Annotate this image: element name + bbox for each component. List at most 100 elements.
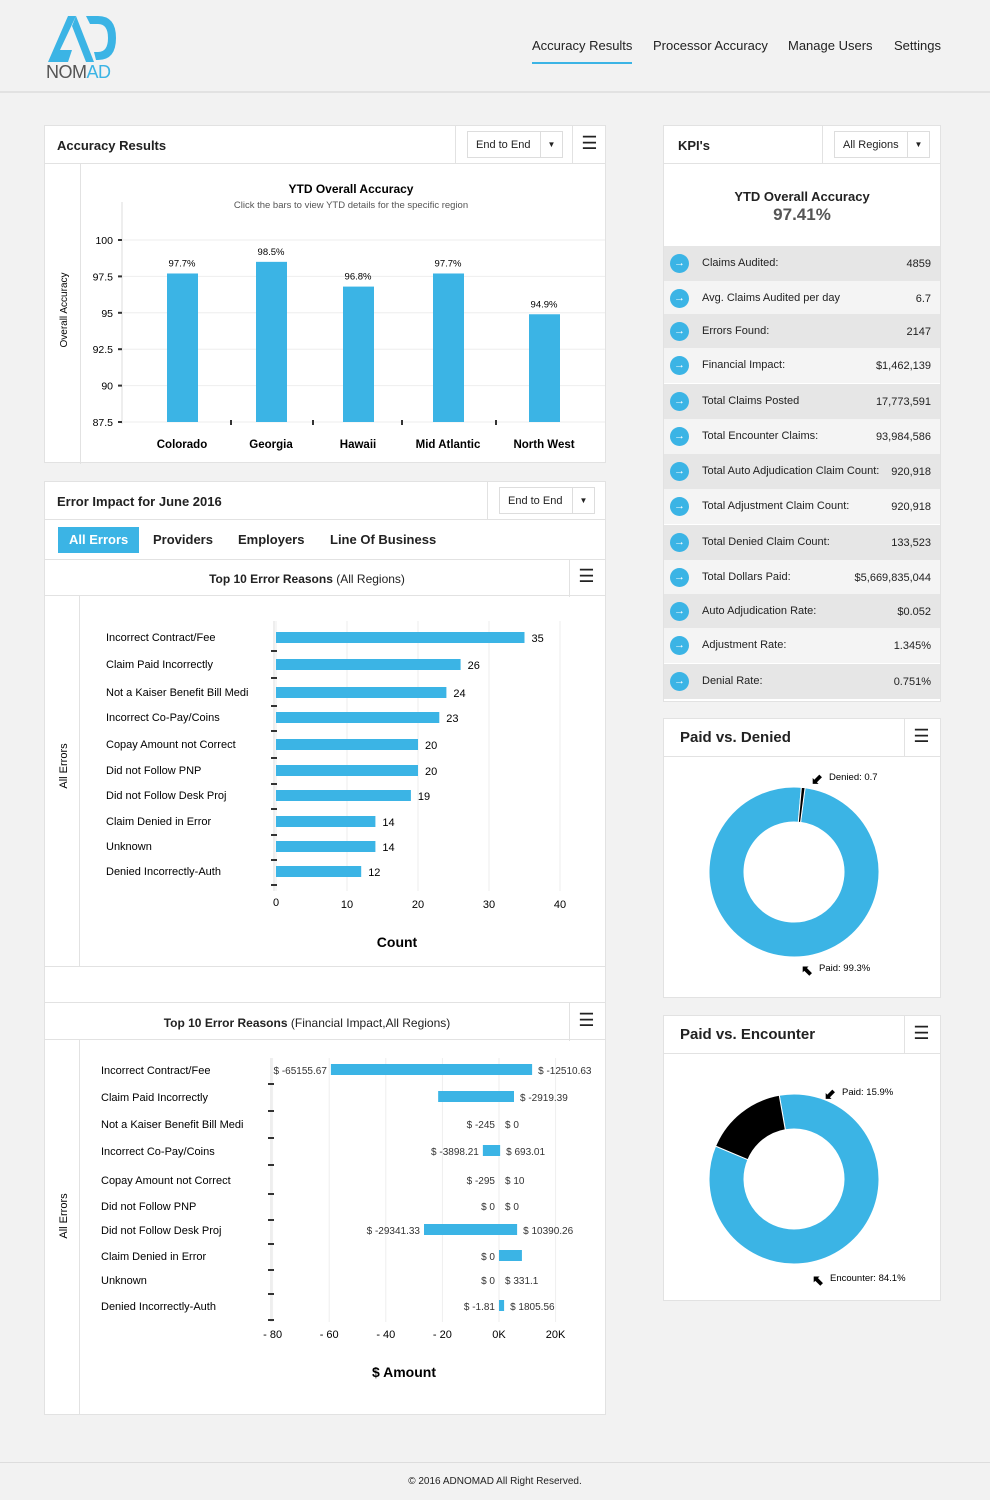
bar[interactable]	[529, 314, 560, 422]
kpi-headline-value: 97.41%	[773, 205, 831, 224]
slice-paid[interactable]	[708, 786, 880, 958]
tab-providers[interactable]: Providers	[153, 532, 213, 547]
nav-accuracy-results[interactable]: Accuracy Results	[532, 38, 633, 64]
high-label: $ -2919.39	[520, 1093, 568, 1104]
bar[interactable]	[276, 866, 362, 877]
scope-select[interactable]: End to End ▼	[499, 487, 595, 514]
bar[interactable]	[256, 261, 287, 422]
panel-header: KPI's All Regions ▼	[664, 126, 940, 164]
kpi-row[interactable]: → Avg. Claims Audited per day 6.7	[664, 281, 940, 316]
arrow-circle-icon[interactable]: →	[670, 392, 689, 411]
kpi-label: Total Adjustment Claim Count:	[702, 500, 850, 512]
arrow-circle-icon[interactable]: →	[670, 672, 689, 691]
bar[interactable]	[276, 687, 447, 698]
high-label: $ 0	[505, 1202, 519, 1213]
bar[interactable]	[276, 739, 418, 750]
kpi-row[interactable]: → Auto Adjudication Rate: $0.052	[664, 594, 940, 629]
bar[interactable]	[499, 1250, 522, 1261]
scope-select[interactable]: End to End ▼	[467, 131, 563, 158]
bar[interactable]	[433, 273, 464, 422]
kpi-value: 920,918	[891, 466, 931, 478]
nav-manage-users[interactable]: Manage Users	[788, 38, 873, 53]
arrow-icon: ⬉	[801, 962, 813, 978]
slice-encounter[interactable]	[708, 1093, 880, 1265]
paid-vs-denied-donut: Paid: 99.3% ⬉ Denied: 0.7 ⬋	[708, 771, 880, 978]
logo[interactable]	[46, 14, 118, 64]
kpi-label: Total Auto Adjudication Claim Count:	[702, 465, 880, 477]
nav-processor-accuracy[interactable]: Processor Accuracy	[653, 38, 768, 53]
kpi-row[interactable]: → Denial Rate: 0.751%	[664, 664, 940, 699]
chart-title: YTD Overall Accuracy	[289, 182, 414, 196]
kpi-row[interactable]: → Financial Impact: $1,462,139	[664, 348, 940, 383]
kpi-row[interactable]: → Claims Audited: 4859	[664, 246, 940, 281]
slice-label: Paid: 15.9%	[842, 1087, 894, 1098]
x-tick-label: Colorado	[157, 439, 207, 451]
kpi-row[interactable]: → Total Auto Adjudication Claim Count: 920…	[664, 454, 940, 489]
y-tick-label: Copay Amount not Correct	[101, 1175, 231, 1187]
arrow-circle-icon[interactable]: →	[670, 462, 689, 481]
bar[interactable]	[276, 712, 440, 723]
kpi-row[interactable]: → Adjustment Rate: 1.345%	[664, 628, 940, 663]
tab-employers[interactable]: Employers	[238, 532, 305, 547]
region-select[interactable]: All Regions ▼	[834, 131, 930, 158]
bar[interactable]	[276, 816, 376, 827]
arrow-circle-icon[interactable]: →	[670, 289, 689, 308]
bar[interactable]	[276, 841, 376, 852]
data-label: 20	[425, 740, 437, 752]
kpi-value: $5,669,835,044	[854, 572, 931, 584]
slice-denied[interactable]	[797, 786, 806, 823]
bar[interactable]	[499, 1300, 505, 1311]
panel-header: Paid vs. Encounter ☰	[664, 1016, 940, 1054]
chevron-down-icon: ▼	[907, 132, 929, 157]
bar[interactable]	[330, 1064, 533, 1075]
arrow-circle-icon[interactable]: →	[670, 356, 689, 375]
kpi-row[interactable]: → Total Denied Claim Count: 133,523	[664, 525, 940, 560]
arrow-circle-icon[interactable]: →	[670, 602, 689, 621]
tab-all-errors[interactable]: All Errors	[58, 527, 140, 553]
nav-settings[interactable]: Settings	[894, 38, 941, 53]
kpi-row[interactable]: → Errors Found: 2147	[664, 314, 940, 349]
bar[interactable]	[438, 1091, 514, 1102]
arrow-circle-icon[interactable]: →	[670, 533, 689, 552]
arrow-circle-icon[interactable]: →	[670, 322, 689, 341]
hamburger-icon[interactable]: ☰	[572, 126, 606, 164]
bar[interactable]	[424, 1224, 518, 1235]
paid-vs-denied-panel: Paid vs. Denied ☰ Paid: 99.3% ⬉ Denied: 0.…	[663, 718, 941, 998]
hamburger-icon[interactable]: ☰	[904, 1016, 938, 1054]
y-tick-label: Denied Incorrectly-Auth	[106, 866, 221, 878]
bar[interactable]	[343, 286, 374, 422]
low-label: $ 0	[481, 1276, 495, 1287]
bar[interactable]	[276, 659, 461, 670]
bar[interactable]	[276, 632, 525, 643]
kpi-row[interactable]: → Total Claims Posted 17,773,591	[664, 384, 940, 419]
hamburger-icon[interactable]: ☰	[569, 559, 603, 597]
bar[interactable]	[482, 1145, 501, 1156]
data-label: 23	[446, 713, 458, 725]
arrow-circle-icon[interactable]: →	[670, 636, 689, 655]
bar[interactable]	[276, 790, 411, 801]
kpi-row[interactable]: → Total Encounter Claims: 93,984,586	[664, 419, 940, 454]
bar[interactable]	[167, 273, 198, 422]
y-axis-label: All Errors	[58, 743, 70, 789]
arrow-icon: ⬋	[811, 771, 823, 787]
bar[interactable]	[276, 765, 418, 776]
arrow-circle-icon[interactable]: →	[670, 427, 689, 446]
y-tick-label: Unknown	[101, 1275, 147, 1287]
x-tick-label: 0K	[492, 1329, 506, 1341]
kpi-row[interactable]: → Total Dollars Paid: $5,669,835,044	[664, 560, 940, 595]
chart-title-sub: (Financial Impact,All Regions)	[290, 1016, 451, 1030]
hamburger-icon[interactable]: ☰	[569, 1003, 603, 1041]
arrow-circle-icon[interactable]: →	[670, 254, 689, 273]
arrow-circle-icon[interactable]: →	[670, 568, 689, 587]
data-label: 24	[453, 688, 465, 700]
slice-paid[interactable]	[714, 1094, 786, 1161]
arrow-circle-icon[interactable]: →	[670, 497, 689, 516]
hamburger-icon[interactable]: ☰	[904, 719, 938, 757]
ytd-accuracy-chart: YTD Overall Accuracy Click the bars to vi…	[59, 182, 605, 451]
y-tick-label: Did not Follow PNP	[106, 765, 201, 777]
kpi-row[interactable]: → Total Adjustment Claim Count: 920,918	[664, 489, 940, 524]
y-tick-label: Unknown	[106, 841, 152, 853]
y-tick-label: Not a Kaiser Benefit Bill Medi	[106, 687, 248, 699]
x-tick-label: 40	[554, 899, 566, 911]
tab-line-of-business[interactable]: Line Of Business	[330, 532, 437, 547]
